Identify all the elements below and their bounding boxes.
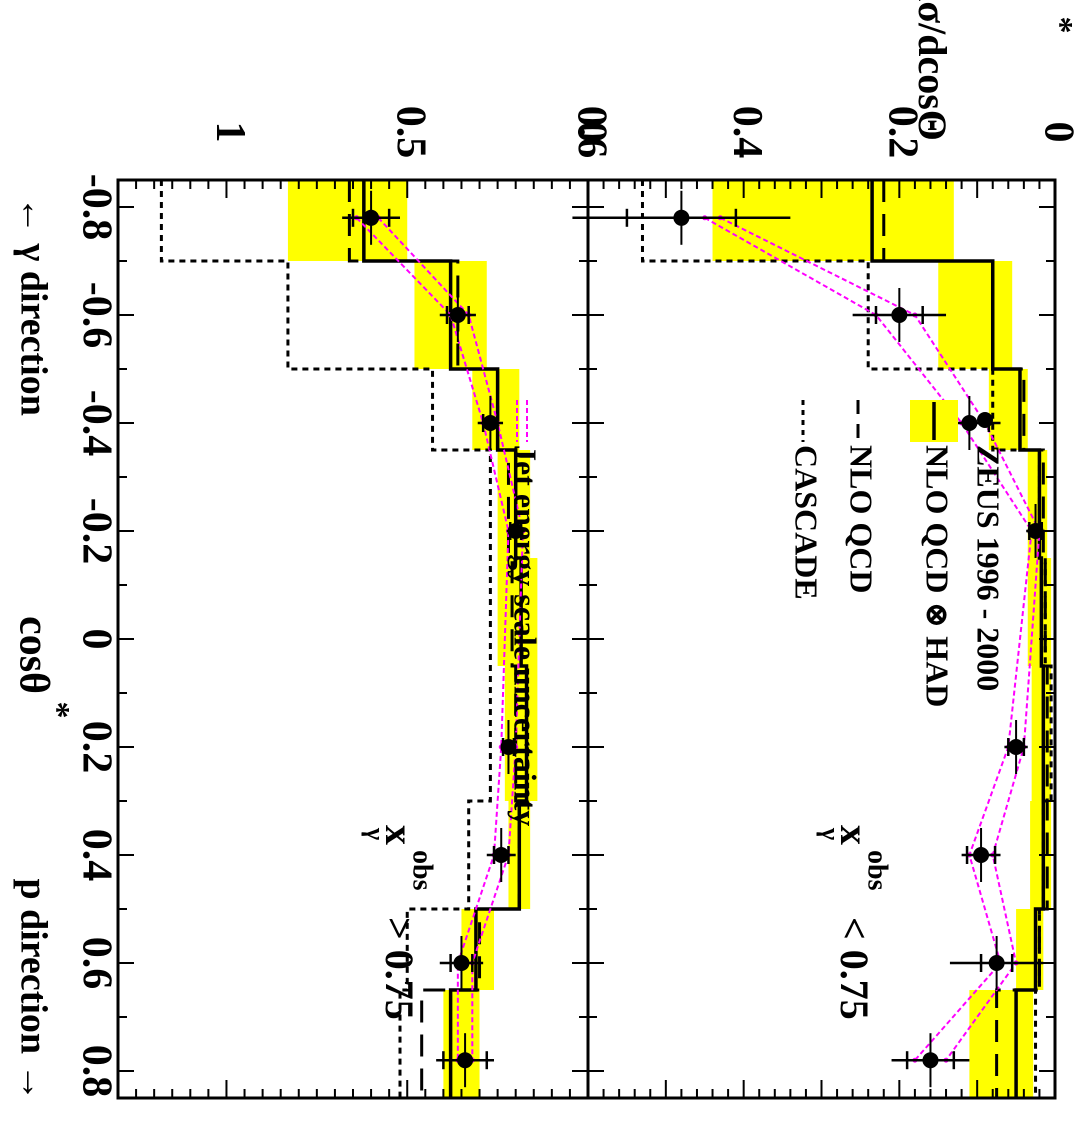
nlo-qcd-had-histogram xyxy=(870,180,1046,1098)
data-point xyxy=(973,847,990,863)
y-tick-label: 0.6 xyxy=(568,106,614,159)
nlo-qcd-histogram xyxy=(882,180,1049,1098)
legend-cascade-label: CASCADE xyxy=(789,445,825,600)
data-point xyxy=(961,415,978,431)
data-point xyxy=(449,307,466,323)
x-axis-left-note: ← γ direction xyxy=(12,196,54,416)
y-axis-title: dσ/dcosΘ xyxy=(910,0,955,141)
x-tick-label: -0.6 xyxy=(73,282,119,349)
x-tick-label: -0.8 xyxy=(73,174,119,241)
data-point xyxy=(922,1052,939,1069)
data-point xyxy=(482,415,499,431)
data-point xyxy=(1027,523,1044,539)
nlo-had-band-bin xyxy=(938,261,1013,369)
y-tick-label: 0 xyxy=(568,122,614,143)
legend-nlo-had-label: NLO QCD ⊗ HAD xyxy=(920,445,956,707)
x-axis-title: cosθ xyxy=(10,616,56,694)
data-point xyxy=(457,1052,474,1069)
y-tick-label: 0 xyxy=(1035,122,1080,143)
legend-zeus-marker xyxy=(977,412,993,428)
y-tick-label: 0.4 xyxy=(724,106,770,159)
cut-label-value: < 0.75 xyxy=(832,917,877,1020)
y-axis-title-sup: * xyxy=(1042,17,1079,34)
nlo-had-band-bin xyxy=(472,369,520,450)
legend-jes-label: Jet energy scale uncertainty xyxy=(508,445,544,826)
panel-top: 0 0.2 0.4 0.6 xγ obs < 0.75 xyxy=(568,106,1080,1100)
x-tick-label: 0 xyxy=(73,629,119,650)
x-axis-right-note: p direction → xyxy=(12,878,54,1101)
data-point xyxy=(891,307,908,323)
nlo-had-band-bin xyxy=(969,990,1034,1098)
cut-label-var: x xyxy=(377,825,422,845)
legend-zeus-label: ZEUS 1996 - 2000 xyxy=(971,445,1007,691)
x-tick-label: 0.6 xyxy=(73,937,119,990)
data-point xyxy=(500,739,517,755)
legend-nlo-label: NLO QCD xyxy=(844,445,880,593)
data-point xyxy=(507,523,524,539)
cut-label-sup: obs xyxy=(407,850,438,891)
data-point xyxy=(493,847,510,863)
data-point xyxy=(988,955,1005,971)
jes-line-lower xyxy=(719,216,1041,1061)
nlo-had-band-bin xyxy=(712,180,954,261)
jes-line-upper xyxy=(704,216,1033,1061)
cut-label-sup: obs xyxy=(862,850,893,891)
x-tick-label: 0.8 xyxy=(73,1045,119,1098)
nlo-had-band-bin xyxy=(443,990,480,1098)
nlo-qcd-histogram xyxy=(347,180,521,1098)
legend: ZEUS 1996 - 2000 NLO QCD ⊗ HAD NLO QCD CASC… xyxy=(508,400,1007,826)
x-axis-title-sup: * xyxy=(39,702,76,719)
data-point xyxy=(1008,739,1025,755)
cascade-histogram xyxy=(640,180,1053,1098)
cut-label-sub: γ xyxy=(816,827,845,840)
cut-label-var: x xyxy=(832,825,877,845)
y-tick-label: 0.5 xyxy=(388,106,434,159)
x-tick-label: 0.2 xyxy=(73,721,119,774)
nlo-had-band-bin xyxy=(988,369,1028,450)
data-point xyxy=(673,209,690,226)
y-tick-label: 0.2 xyxy=(880,106,926,159)
cut-label-sub: γ xyxy=(361,827,390,840)
nlo-had-band-bin xyxy=(287,180,408,261)
data-point xyxy=(453,955,470,971)
x-tick-label: -0.4 xyxy=(73,390,119,457)
cascade-histogram xyxy=(159,180,492,1098)
jes-line-upper xyxy=(355,217,510,1061)
data-point xyxy=(363,209,380,226)
nlo-had-band-bin xyxy=(504,666,538,801)
panel-bottom: 0 0.5 1 xγ obs > 0.75 xyxy=(116,106,614,1100)
y-tick-label: 1 xyxy=(207,122,253,143)
cut-label-value: > 0.75 xyxy=(377,917,422,1020)
x-tick-label: -0.2 xyxy=(73,498,119,565)
x-tick-label: 0.4 xyxy=(73,829,119,882)
